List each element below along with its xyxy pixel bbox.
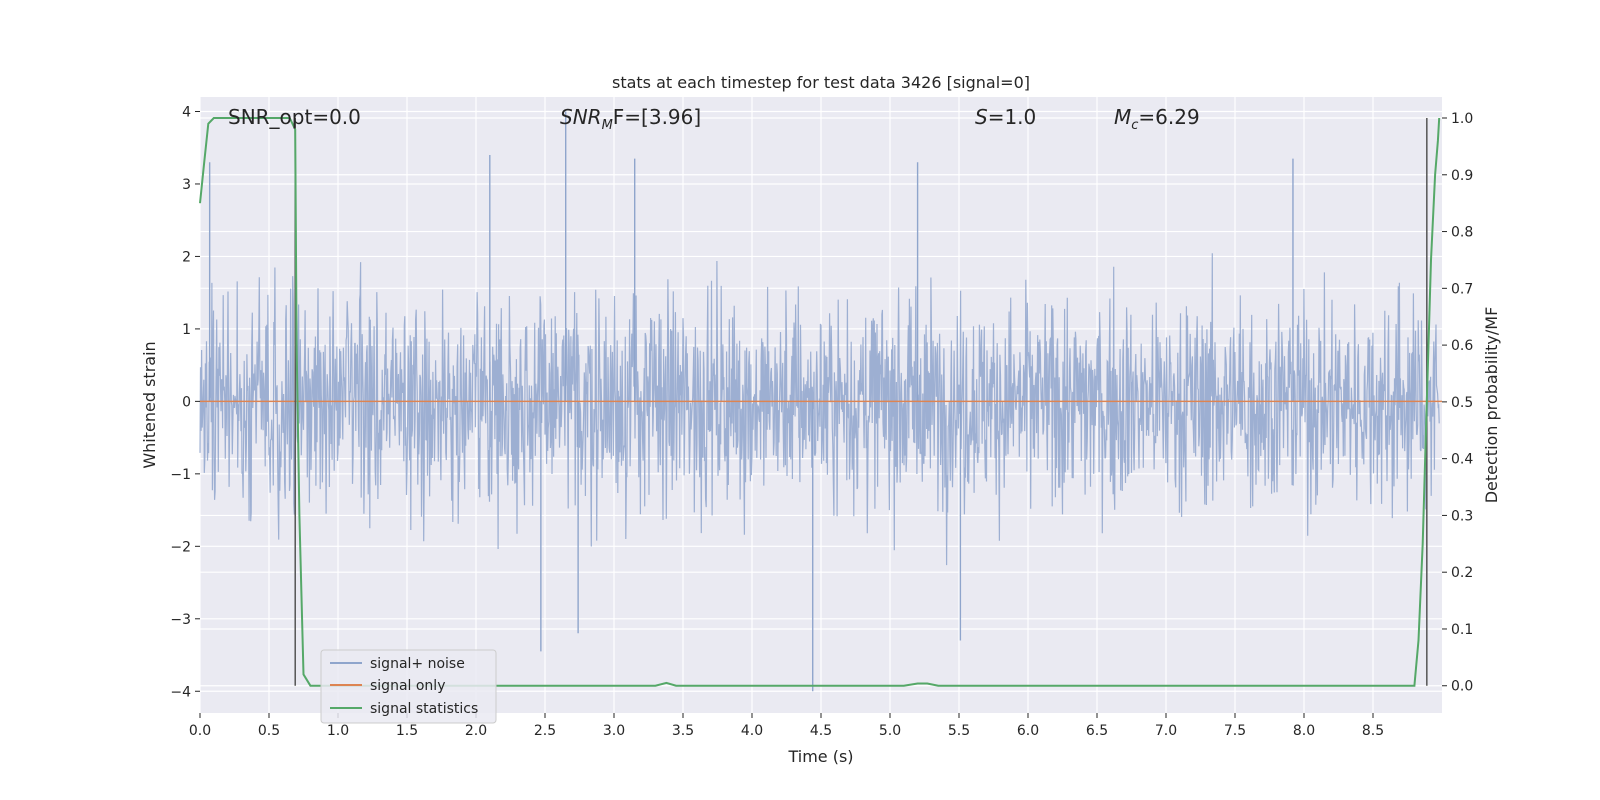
x-tick-label: 3.0 (603, 723, 625, 739)
y-right-tick-label: 0.0 (1451, 679, 1473, 695)
x-tick-label: 0.0 (189, 723, 211, 739)
y-right-tick-label: 0.9 (1451, 168, 1473, 184)
x-tick-label: 1.0 (327, 723, 349, 739)
x-tick-label: 6.0 (1017, 723, 1039, 739)
annotation-s-tail: =1.0 (988, 105, 1037, 129)
y-tick-label: −4 (170, 684, 191, 700)
annotation-snr-mf: SNRMF=[3.96] (560, 105, 701, 133)
legend-box (320, 649, 497, 724)
y-axis-label: Whitened strain (140, 341, 159, 468)
x-tick-label: 7.5 (1224, 723, 1246, 739)
x-tick-label: 1.5 (396, 723, 418, 739)
annotation-snr-mf-main: SNR (560, 105, 602, 129)
y-tick-label: 1 (182, 322, 191, 338)
y-tick-label: −2 (170, 539, 191, 555)
y-right-tick-label: 0.3 (1451, 508, 1473, 524)
x-tick-label: 3.5 (672, 723, 694, 739)
signal-statistics-line (199, 117, 1441, 687)
annotation-mc-tail: =6.29 (1138, 105, 1199, 129)
annotation-snr-opt: SNR_opt=0.0 (228, 105, 361, 129)
x-tick-label: 7.0 (1155, 723, 1177, 739)
legend-label-signal-noise: signal+ noise (370, 656, 465, 672)
annotation-mc: Mc=6.29 (1114, 105, 1200, 133)
annotation-s-main: S (975, 105, 988, 129)
y-tick-label: −3 (170, 612, 191, 628)
x-tick-label: 4.5 (810, 723, 832, 739)
y-tick-label: 3 (182, 177, 191, 193)
x-tick-label: 6.5 (1086, 723, 1108, 739)
x-tick-label: 5.5 (948, 723, 970, 739)
y-tick-label: 0 (182, 394, 191, 410)
legend: signal+ noise signal only signal statist… (320, 649, 497, 724)
x-tick-label: 4.0 (741, 723, 763, 739)
chart-title: stats at each timestep for test data 342… (612, 73, 1030, 92)
annotation-snr-mf-tail: F=[3.96] (613, 105, 701, 129)
x-ticks: 0.0 0.5 1.0 1.5 2.0 2.5 3.0 3.5 4.0 4.5 5.0 5.5 6.0 6… (189, 713, 1384, 739)
annotation-snr-mf-sub: M (602, 118, 613, 133)
y-right-tick-label: 0.2 (1451, 565, 1473, 581)
x-tick-label: 8.0 (1293, 723, 1315, 739)
series-signal-statistics (199, 117, 1441, 687)
x-tick-label: 2.5 (534, 723, 556, 739)
x-tick-label: 0.5 (258, 723, 280, 739)
y-right-tick-label: 0.4 (1451, 452, 1473, 468)
y-right-tick-label: 1.0 (1451, 111, 1473, 127)
legend-label-signal-only: signal only (370, 678, 445, 694)
y-right-tick-label: 0.6 (1451, 338, 1473, 354)
y-ticks-left: 4 3 2 1 0 −1 −2 −3 −4 (170, 104, 200, 700)
annotation-mc-sub: c (1131, 118, 1138, 133)
series-signal-noise (199, 111, 1440, 692)
y-tick-label: 4 (182, 104, 191, 120)
y-right-tick-label: 0.7 (1451, 281, 1473, 297)
signal-noise-trace (199, 253, 1440, 566)
legend-label-signal-statistics: signal statistics (370, 701, 478, 717)
annotation-mc-main: M (1114, 105, 1131, 129)
y-tick-label: 2 (182, 249, 191, 265)
y-right-tick-label: 0.8 (1451, 225, 1473, 241)
y-right-tick-label: 0.1 (1451, 622, 1473, 638)
y-tick-label: −1 (170, 467, 191, 483)
x-tick-label: 8.5 (1362, 723, 1384, 739)
x-tick-label: 5.0 (879, 723, 901, 739)
x-tick-label: 2.0 (465, 723, 487, 739)
x-axis-label: Time (s) (787, 747, 853, 766)
y-axis-label-right: Detection probability/MF (1482, 307, 1501, 504)
y-right-tick-label: 0.5 (1451, 395, 1473, 411)
y-ticks-right: 1.0 0.9 0.8 0.7 0.6 0.5 0.4 0.3 0.2 0.1 0.0 (1442, 111, 1473, 695)
annotation-s: S=1.0 (975, 105, 1036, 129)
